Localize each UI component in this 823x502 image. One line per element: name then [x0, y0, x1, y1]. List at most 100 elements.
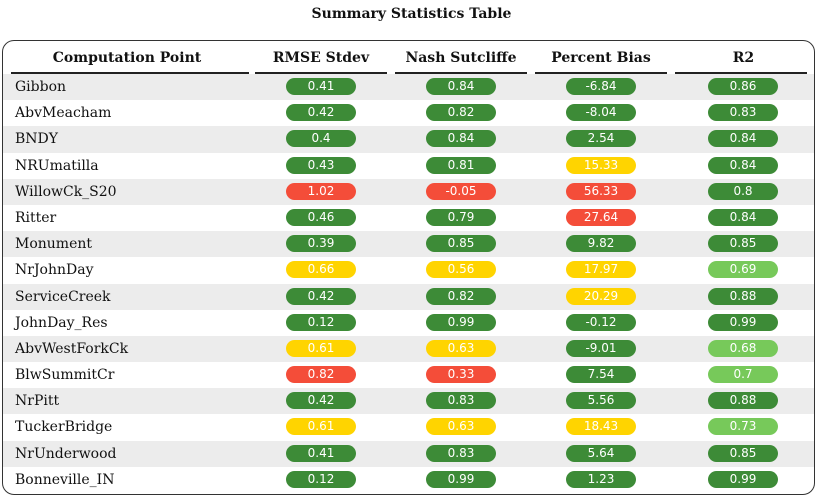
- rmse-stdev-badge: 0.39: [286, 235, 356, 253]
- header-percent-bias: Percent Bias: [551, 50, 651, 66]
- table-row: AbvWestForkCk 0.61 0.63 -9.01 0.68: [3, 335, 814, 363]
- nash-sutcliffe-badge: 0.85: [426, 235, 496, 253]
- rmse-stdev-badge: 0.42: [286, 392, 356, 410]
- percent-bias-badge: -9.01: [566, 339, 636, 357]
- nash-sutcliffe-badge: 0.83: [426, 444, 496, 462]
- header-rule: [255, 72, 387, 74]
- percent-bias-badge: 5.56: [566, 392, 636, 410]
- rmse-stdev-badge: 0.43: [286, 156, 356, 174]
- summary-table: Computation Point RMSE Stdev Nash Sutcli…: [2, 40, 815, 495]
- table-row: AbvMeacham 0.42 0.82 -8.04 0.83: [3, 100, 814, 126]
- table-row: ServiceCreek 0.42 0.82 20.29 0.88: [3, 283, 814, 310]
- r2-badge: 0.84: [708, 156, 778, 174]
- r2-badge: 0.7: [708, 366, 778, 384]
- table-row: Monument 0.39 0.85 9.82 0.85: [3, 231, 814, 258]
- table-body: Gibbon 0.41 0.84 -6.84 0.86 AbvMeacham 0.42 0.8…: [3, 74, 814, 493]
- table-row: Gibbon 0.41 0.84 -6.84 0.86: [3, 74, 814, 101]
- percent-bias-badge: 27.64: [566, 208, 636, 226]
- rmse-stdev-badge: 0.41: [286, 78, 356, 95]
- rmse-stdev-badge: 0.41: [286, 444, 356, 462]
- percent-bias-badge: 15.33: [566, 156, 636, 174]
- nash-sutcliffe-badge: 0.63: [426, 339, 496, 357]
- header-computation-point: Computation Point: [52, 50, 202, 66]
- computation-point-label: WillowCk_S20: [15, 183, 117, 200]
- table-row: NrPitt 0.42 0.83 5.56 0.88: [3, 388, 814, 415]
- nash-sutcliffe-badge: 0.33: [426, 366, 496, 384]
- rmse-stdev-badge: 0.61: [286, 339, 356, 357]
- r2-badge: 0.88: [708, 392, 778, 410]
- computation-point-label: Gibbon: [15, 79, 67, 95]
- computation-point-label: NrPitt: [15, 393, 60, 410]
- r2-badge: 0.85: [708, 444, 778, 462]
- rmse-stdev-badge: 0.66: [286, 261, 356, 279]
- computation-point-label: AbvWestForkCk: [15, 340, 129, 357]
- header-rule: [675, 72, 807, 74]
- header-nash-sutcliffe: Nash Sutcliffe: [405, 50, 517, 66]
- table-row: BNDY 0.4 0.84 2.54 0.84: [3, 126, 814, 153]
- r2-badge: 0.73: [708, 418, 778, 436]
- rmse-stdev-badge: 0.46: [286, 208, 356, 226]
- nash-sutcliffe-badge: 0.99: [426, 313, 496, 331]
- rmse-stdev-badge: 0.82: [286, 366, 356, 384]
- nash-sutcliffe-badge: 0.63: [426, 418, 496, 436]
- nash-sutcliffe-badge: 0.82: [426, 104, 496, 122]
- percent-bias-badge: 1.23: [566, 470, 636, 488]
- header-rule: [395, 72, 527, 74]
- header-rule: [535, 72, 667, 74]
- r2-badge: 0.84: [708, 130, 778, 148]
- percent-bias-badge: 20.29: [566, 287, 636, 305]
- nash-sutcliffe-badge: 0.81: [426, 156, 496, 174]
- rmse-stdev-badge: 0.42: [286, 287, 356, 305]
- nash-sutcliffe-badge: 0.84: [426, 78, 496, 95]
- nash-sutcliffe-badge: 0.82: [426, 287, 496, 305]
- r2-badge: 0.86: [708, 78, 778, 95]
- computation-point-label: Monument: [15, 236, 92, 253]
- rmse-stdev-badge: 0.4: [286, 130, 356, 148]
- percent-bias-badge: 56.33: [566, 182, 636, 200]
- computation-point-label: Ritter: [15, 209, 57, 226]
- r2-badge: 0.83: [708, 104, 778, 122]
- computation-point-label: NrJohnDay: [15, 262, 94, 279]
- table-row: BlwSummitCr 0.82 0.33 7.54 0.7: [3, 362, 814, 388]
- nash-sutcliffe-badge: -0.05: [426, 182, 496, 200]
- table-row: Ritter 0.46 0.79 27.64 0.84: [3, 205, 814, 231]
- table-row: JohnDay_Res 0.12 0.99 -0.12 0.99: [3, 310, 814, 336]
- table-row: NrJohnDay 0.66 0.56 17.97 0.69: [3, 257, 814, 283]
- computation-point-label: BlwSummitCr: [15, 367, 115, 384]
- percent-bias-badge: 9.82: [566, 235, 636, 253]
- rmse-stdev-badge: 0.42: [286, 104, 356, 122]
- computation-point-label: BNDY: [15, 131, 59, 148]
- nash-sutcliffe-badge: 0.99: [426, 470, 496, 488]
- header-r2: R2: [732, 50, 755, 66]
- r2-badge: 0.99: [708, 470, 778, 488]
- r2-badge: 0.99: [708, 313, 778, 331]
- r2-badge: 0.69: [708, 261, 778, 279]
- rmse-stdev-badge: 0.61: [286, 418, 356, 436]
- header-rule: [11, 72, 249, 74]
- r2-badge: 0.8: [708, 182, 778, 200]
- r2-badge: 0.88: [708, 287, 778, 305]
- percent-bias-badge: -6.84: [566, 78, 636, 95]
- computation-point-label: ServiceCreek: [15, 288, 111, 305]
- table-row: Bonneville_IN 0.12 0.99 1.23 0.99: [3, 467, 814, 493]
- computation-point-label: Bonneville_IN: [15, 471, 115, 488]
- percent-bias-badge: 7.54: [566, 366, 636, 384]
- table-row: TuckerBridge 0.61 0.63 18.43 0.73: [3, 414, 814, 440]
- computation-point-label: NRUmatilla: [15, 157, 99, 174]
- table-row: WillowCk_S20 1.02 -0.05 56.33 0.8: [3, 178, 814, 205]
- page-title: Summary Statistics Table: [311, 6, 512, 22]
- table-row: NrUnderwood 0.41 0.83 5.64 0.85: [3, 440, 814, 467]
- r2-badge: 0.85: [708, 235, 778, 253]
- nash-sutcliffe-badge: 0.84: [426, 130, 496, 148]
- r2-badge: 0.84: [708, 208, 778, 226]
- nash-sutcliffe-badge: 0.56: [426, 261, 496, 279]
- computation-point-label: AbvMeacham: [15, 105, 112, 122]
- percent-bias-badge: 2.54: [566, 130, 636, 148]
- computation-point-label: TuckerBridge: [15, 419, 113, 436]
- percent-bias-badge: -0.12: [566, 313, 636, 331]
- r2-badge: 0.68: [708, 339, 778, 357]
- table-row: NRUmatilla 0.43 0.81 15.33 0.84: [3, 153, 814, 179]
- computation-point-label: NrUnderwood: [15, 445, 117, 462]
- nash-sutcliffe-badge: 0.83: [426, 392, 496, 410]
- percent-bias-badge: 17.97: [566, 261, 636, 279]
